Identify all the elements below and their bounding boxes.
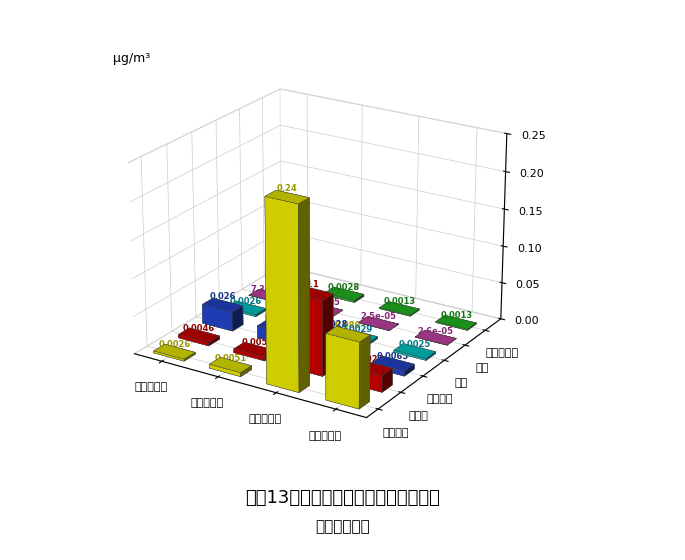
Text: （金属類１）: （金属類１） xyxy=(315,519,370,534)
Text: 平成13年度有害大気汚染物質年平均値: 平成13年度有害大気汚染物質年平均値 xyxy=(245,489,440,507)
Text: μg/m³: μg/m³ xyxy=(114,52,151,65)
